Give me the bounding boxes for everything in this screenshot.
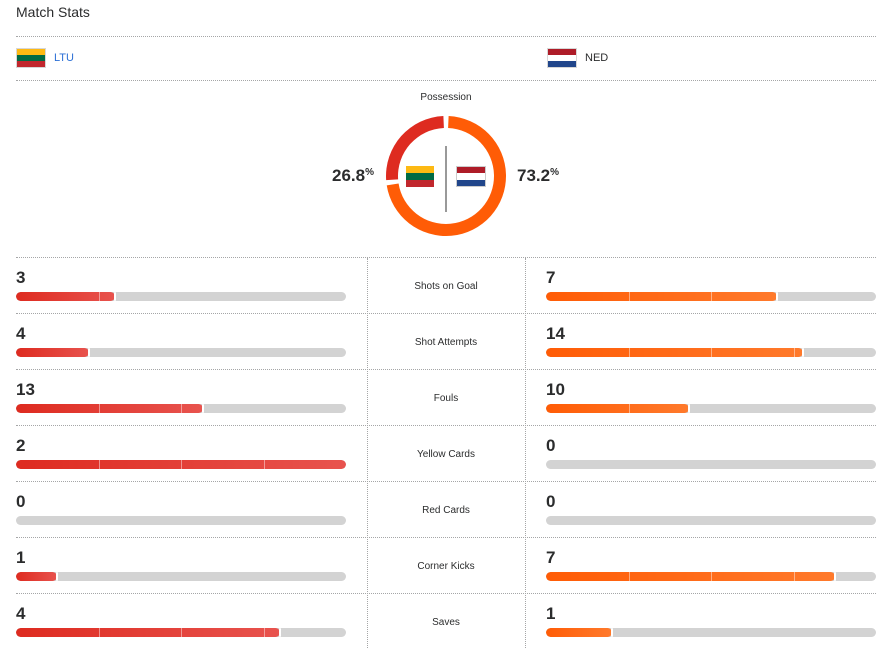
bar-segment-tick — [711, 292, 712, 301]
match-stats-title: Match Stats — [16, 4, 90, 20]
home-stat-value: 0 — [16, 492, 26, 511]
home-stat-bar — [16, 572, 346, 581]
home-stat-bar — [16, 460, 346, 469]
divider — [16, 257, 876, 258]
away-stat-value: 10 — [546, 380, 565, 399]
bar-segment-tick — [793, 348, 795, 357]
home-stat-bar — [16, 404, 346, 413]
home-stat-bar-fill — [16, 348, 91, 357]
home-stat-bar-fill — [16, 292, 116, 301]
divider — [16, 537, 876, 538]
bar-segment-tick — [181, 628, 182, 637]
stat-label: Corner Kicks — [417, 561, 475, 572]
away-stat-bar — [546, 292, 876, 301]
divider — [16, 36, 876, 37]
bar-segment-tick — [98, 404, 100, 413]
away-stat-bar — [546, 404, 876, 413]
home-flag-icon — [406, 166, 434, 187]
divider — [16, 481, 876, 482]
away-stat-bar — [546, 572, 876, 581]
away-stat-bar-fill — [546, 404, 691, 413]
home-stat-value: 3 — [16, 268, 26, 287]
home-stat-bar — [16, 292, 346, 301]
stat-label: Fouls — [433, 393, 459, 404]
home-stat-value: 1 — [16, 548, 26, 567]
stat-label: Shots on Goal — [414, 281, 478, 292]
home-possession: 26.8% — [332, 166, 374, 185]
away-flag-icon — [456, 166, 486, 187]
divider — [16, 313, 876, 314]
stat-label: Yellow Cards — [417, 449, 475, 460]
away-stat-bar — [546, 628, 876, 637]
away-stat-value: 0 — [546, 436, 556, 455]
stat-label: Saves — [432, 617, 460, 628]
home-stat-value: 13 — [16, 380, 35, 399]
home-stat-value: 4 — [16, 324, 26, 343]
bar-segment-tick — [98, 628, 100, 637]
away-stat-value: 1 — [546, 604, 556, 623]
away-stat-bar — [546, 516, 876, 525]
bar-segment-tick — [263, 460, 265, 469]
away-stat-bar-fill — [546, 628, 613, 637]
home-team-name[interactable]: LTU — [54, 52, 74, 64]
column-divider — [525, 258, 526, 648]
bar-segment-tick — [793, 572, 795, 581]
away-stat-value: 0 — [546, 492, 556, 511]
possession-label: Possession — [420, 92, 472, 103]
divider — [16, 425, 876, 426]
away-possession: 73.2% — [517, 166, 559, 185]
bar-segment-tick — [711, 348, 712, 357]
home-stat-bar-fill — [16, 460, 346, 469]
bar-segment-tick — [98, 460, 100, 469]
home-stat-bar-fill — [16, 628, 281, 637]
home-stat-bar — [16, 628, 346, 637]
bar-segment-tick — [181, 460, 182, 469]
stat-label: Red Cards — [422, 505, 470, 516]
home-possession-arc — [386, 116, 444, 181]
away-team-name: NED — [585, 52, 609, 64]
possession-donut-chart — [386, 116, 506, 236]
away-stat-bar-fill — [546, 348, 804, 357]
bar-segment-tick — [263, 628, 265, 637]
bar-segment-tick — [711, 572, 712, 581]
bar-segment-tick — [628, 348, 630, 357]
column-divider — [367, 258, 368, 648]
bar-segment-tick — [628, 572, 630, 581]
away-stat-bar — [546, 348, 876, 357]
divider — [16, 369, 876, 370]
home-stat-bar-fill — [16, 404, 204, 413]
bar-segment-tick — [628, 292, 630, 301]
home-stat-bar-fill — [16, 572, 59, 581]
away-stat-value: 14 — [546, 324, 565, 343]
away-stat-bar-fill — [546, 572, 836, 581]
stat-label: Shot Attempts — [414, 337, 478, 348]
bar-segment-tick — [98, 292, 100, 301]
home-stat-value: 4 — [16, 604, 26, 623]
divider — [16, 80, 876, 81]
away-stat-value: 7 — [546, 268, 556, 287]
away-stat-value: 7 — [546, 548, 556, 567]
home-stat-bar — [16, 348, 346, 357]
bar-segment-tick — [181, 404, 182, 413]
bar-segment-tick — [628, 404, 630, 413]
away-flag-icon — [547, 48, 577, 68]
away-team: NED — [547, 48, 609, 68]
home-stat-value: 2 — [16, 436, 26, 455]
home-flag-icon — [16, 48, 46, 68]
home-team[interactable]: LTU — [16, 48, 74, 68]
home-stat-bar — [16, 516, 346, 525]
away-stat-bar — [546, 460, 876, 469]
divider — [16, 593, 876, 594]
away-stat-bar-fill — [546, 292, 778, 301]
